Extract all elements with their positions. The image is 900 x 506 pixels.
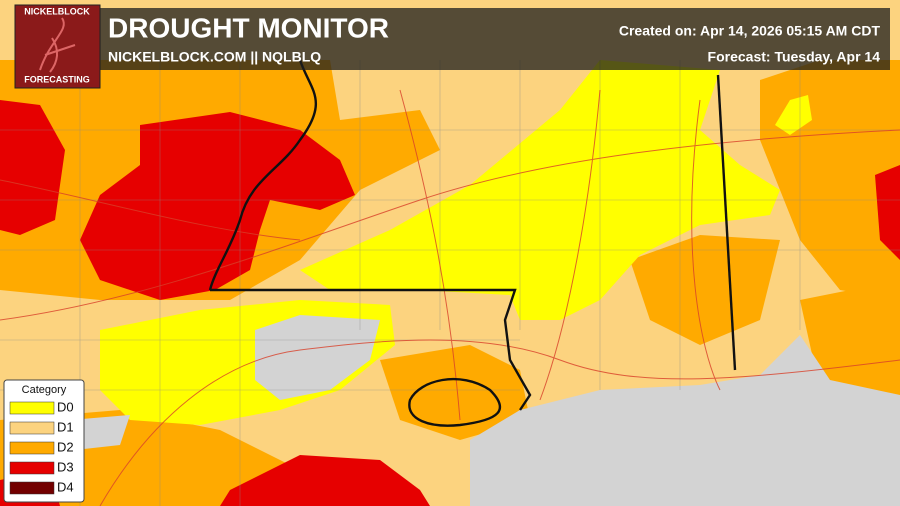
water bbox=[70, 315, 900, 506]
logo-top: NICKELBLOCK bbox=[24, 6, 90, 16]
legend-label: D1 bbox=[57, 419, 74, 434]
roads bbox=[0, 89, 900, 506]
legend: Category D0 D1 D2 D3 D4 bbox=[3, 379, 85, 503]
legend-label: D4 bbox=[57, 479, 74, 494]
logo-box bbox=[14, 4, 101, 89]
d3-areas bbox=[0, 100, 900, 506]
header-subtitle: NICKELBLOCK.COM || NQLBLQ bbox=[108, 49, 321, 65]
legend-swatch bbox=[9, 421, 55, 435]
legend-label: D2 bbox=[57, 439, 74, 454]
legend-label: D3 bbox=[57, 459, 74, 474]
logo: NICKELBLOCK FORECASTING bbox=[14, 4, 101, 89]
legend-label: D0 bbox=[57, 399, 74, 414]
logo-mark bbox=[39, 17, 76, 73]
header-forecast: Forecast: Tuesday, Apr 14 bbox=[708, 49, 881, 65]
header-title: DROUGHT MONITOR bbox=[108, 12, 389, 43]
legend-swatch bbox=[9, 461, 55, 475]
logo-bottom: FORECASTING bbox=[24, 74, 90, 84]
legend-title: Category bbox=[22, 384, 67, 396]
legend-swatch bbox=[9, 441, 55, 455]
legend-swatch bbox=[9, 481, 55, 495]
state-borders bbox=[208, 59, 737, 427]
header-created: Created on: Apr 14, 2026 05:15 AM CDT bbox=[619, 23, 881, 39]
header: DROUGHT MONITOR NICKELBLOCK.COM || NQLBL… bbox=[100, 8, 890, 70]
counties bbox=[0, 60, 900, 506]
legend-swatch bbox=[9, 401, 55, 415]
header-bar bbox=[100, 8, 890, 70]
